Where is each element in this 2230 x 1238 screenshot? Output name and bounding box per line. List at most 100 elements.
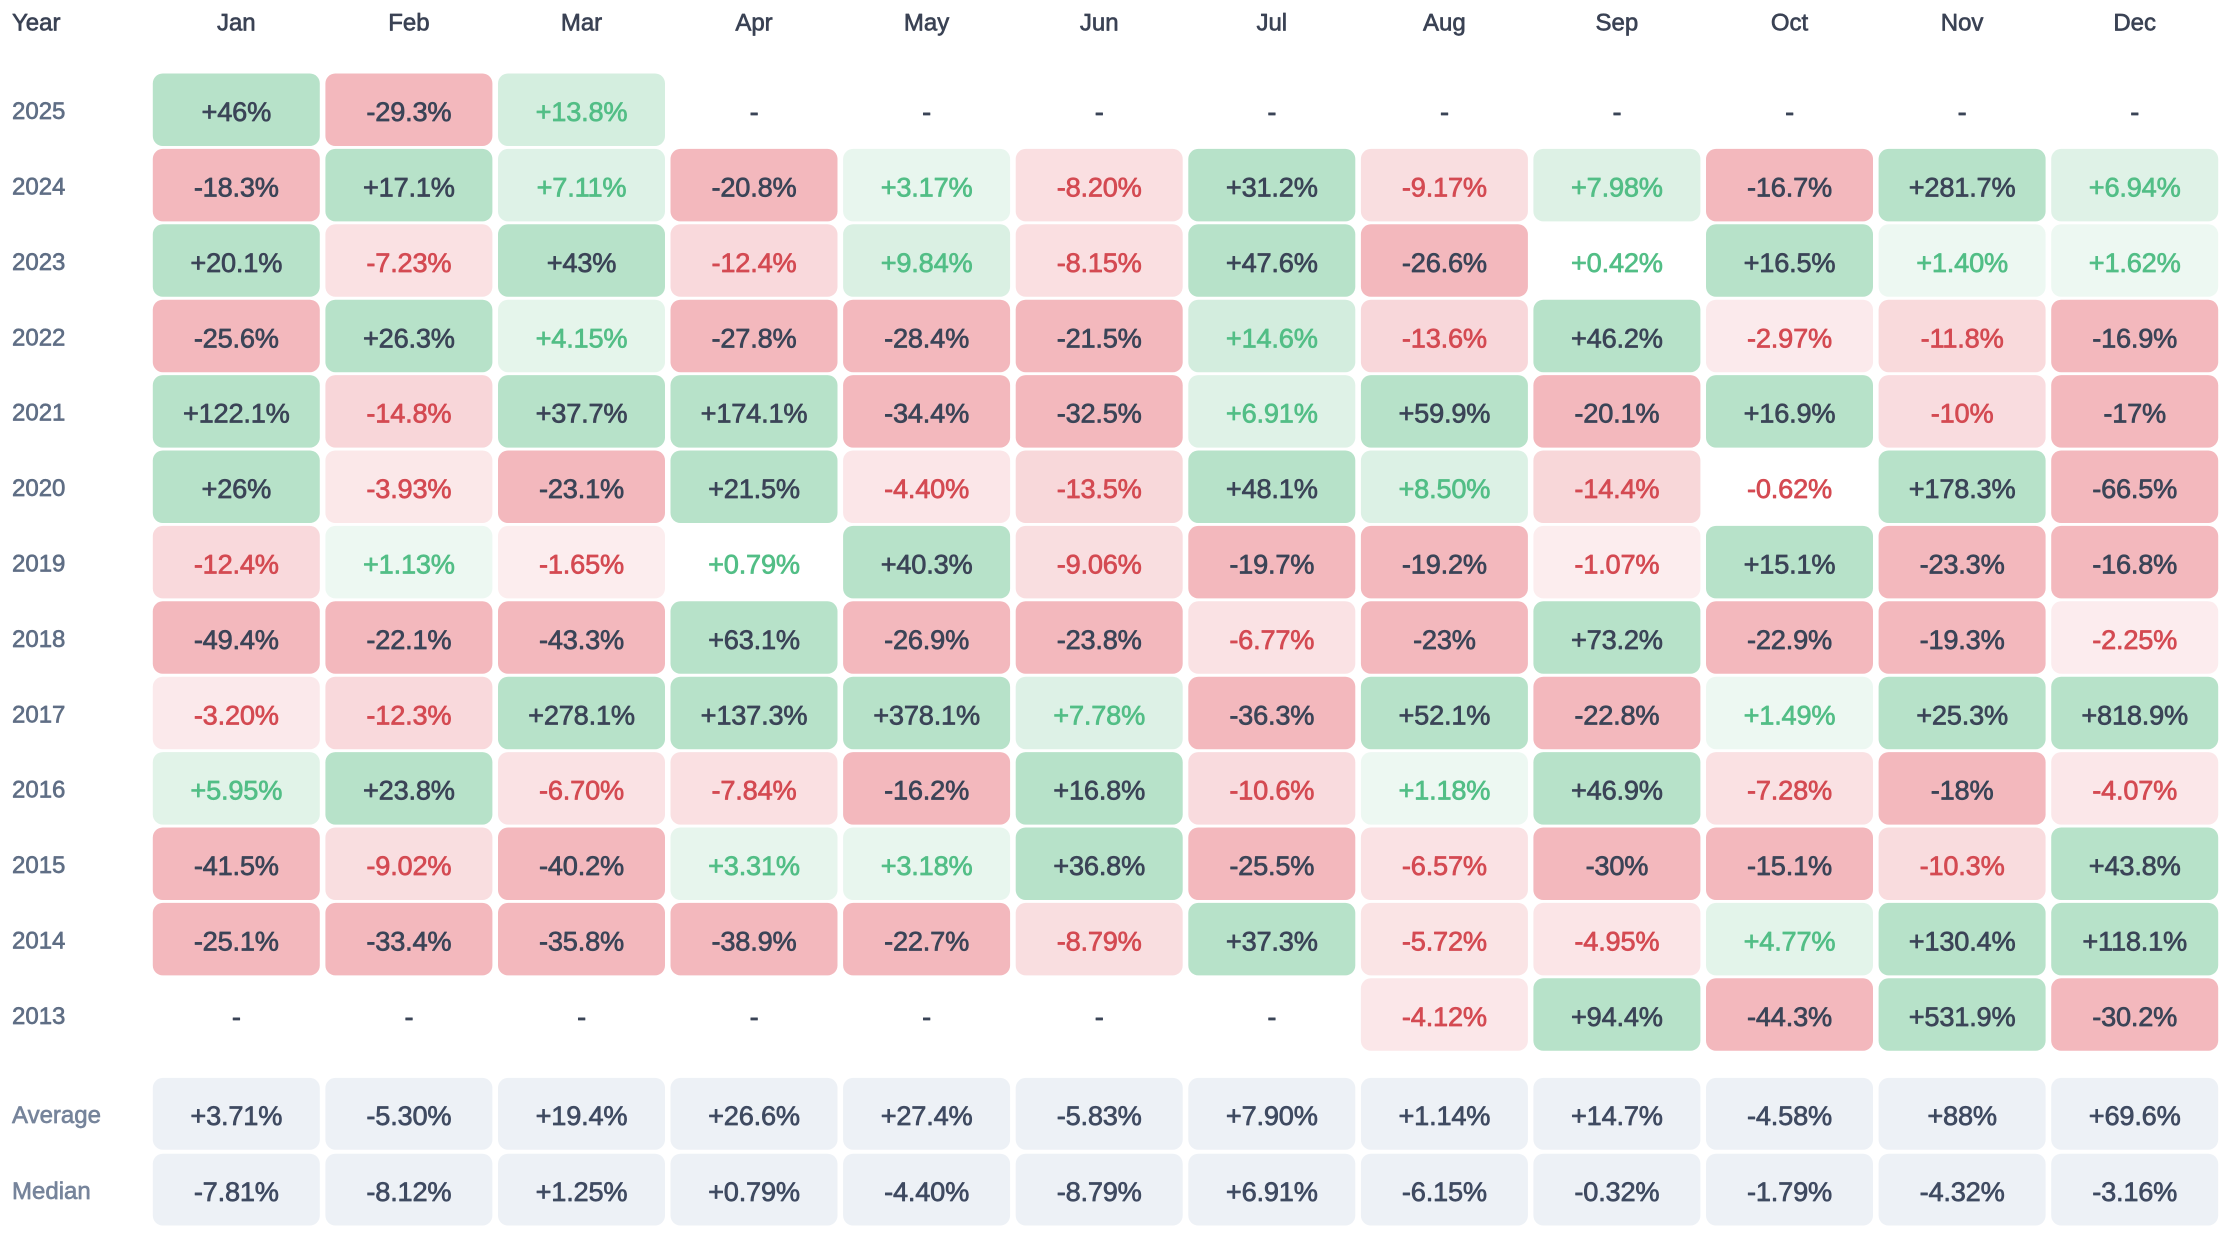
- svg-text:+31.2%: +31.2%: [1226, 172, 1318, 203]
- svg-text:-20.8%: -20.8%: [712, 172, 797, 203]
- svg-text:-6.15%: -6.15%: [1402, 1176, 1487, 1207]
- svg-text:+0.42%: +0.42%: [1571, 247, 1663, 278]
- svg-text:-4.07%: -4.07%: [2092, 775, 2177, 806]
- svg-text:+8.50%: +8.50%: [1399, 473, 1491, 504]
- svg-text:+46.2%: +46.2%: [1571, 322, 1663, 353]
- svg-text:-13.5%: -13.5%: [1057, 473, 1142, 504]
- svg-text:-14.8%: -14.8%: [366, 398, 451, 429]
- svg-text:-25.1%: -25.1%: [194, 926, 279, 957]
- svg-text:+7.90%: +7.90%: [1226, 1100, 1318, 1131]
- svg-text:-11.8%: -11.8%: [1921, 322, 2004, 353]
- svg-text:-66.5%: -66.5%: [2092, 473, 2177, 504]
- svg-text:-16.8%: -16.8%: [2092, 549, 2177, 580]
- svg-text:+25.3%: +25.3%: [1916, 699, 2008, 730]
- svg-text:-34.4%: -34.4%: [884, 398, 969, 429]
- svg-text:+378.1%: +378.1%: [873, 699, 980, 730]
- svg-text:+43%: +43%: [547, 247, 617, 278]
- svg-text:-3.93%: -3.93%: [366, 473, 451, 504]
- svg-text:+19.4%: +19.4%: [536, 1100, 628, 1131]
- svg-text:+26.6%: +26.6%: [708, 1100, 800, 1131]
- svg-text:+1.49%: +1.49%: [1744, 699, 1836, 730]
- svg-text:-8.15%: -8.15%: [1057, 247, 1142, 278]
- svg-text:-: -: [750, 1001, 759, 1032]
- svg-text:+37.3%: +37.3%: [1226, 926, 1318, 957]
- svg-text:-4.58%: -4.58%: [1747, 1100, 1832, 1131]
- svg-text:-2.25%: -2.25%: [2092, 624, 2177, 655]
- svg-text:+174.1%: +174.1%: [701, 398, 808, 429]
- svg-text:-19.7%: -19.7%: [1229, 549, 1314, 580]
- svg-text:+17.1%: +17.1%: [363, 172, 455, 203]
- svg-text:+3.71%: +3.71%: [190, 1100, 282, 1131]
- svg-text:+88%: +88%: [1927, 1100, 1997, 1131]
- svg-text:-6.57%: -6.57%: [1402, 850, 1487, 881]
- svg-text:-4.12%: -4.12%: [1402, 1001, 1487, 1032]
- svg-text:-44.3%: -44.3%: [1747, 1001, 1832, 1032]
- svg-text:-26.6%: -26.6%: [1402, 247, 1487, 278]
- svg-text:+5.95%: +5.95%: [190, 775, 282, 806]
- svg-text:Sep: Sep: [1596, 10, 1639, 37]
- svg-text:-1.65%: -1.65%: [539, 549, 624, 580]
- svg-text:-23.3%: -23.3%: [1920, 549, 2005, 580]
- svg-text:2015: 2015: [12, 852, 65, 879]
- svg-text:+3.18%: +3.18%: [881, 850, 973, 881]
- svg-text:-9.17%: -9.17%: [1402, 172, 1487, 203]
- svg-text:+7.78%: +7.78%: [1053, 699, 1145, 730]
- svg-text:+0.79%: +0.79%: [708, 549, 800, 580]
- svg-text:+27.4%: +27.4%: [881, 1100, 973, 1131]
- svg-text:-18.3%: -18.3%: [194, 172, 279, 203]
- svg-text:-: -: [1267, 96, 1276, 127]
- svg-text:-15.1%: -15.1%: [1747, 850, 1832, 881]
- svg-text:-17%: -17%: [2103, 398, 2166, 429]
- svg-text:-29.3%: -29.3%: [366, 96, 451, 127]
- svg-text:+52.1%: +52.1%: [1399, 699, 1491, 730]
- svg-text:-43.3%: -43.3%: [539, 624, 624, 655]
- svg-text:-23.8%: -23.8%: [1057, 624, 1142, 655]
- svg-text:-: -: [1612, 96, 1621, 127]
- svg-text:-: -: [232, 1001, 241, 1032]
- svg-text:+16.9%: +16.9%: [1744, 398, 1836, 429]
- svg-text:-32.5%: -32.5%: [1057, 398, 1142, 429]
- svg-text:-25.6%: -25.6%: [194, 322, 279, 353]
- svg-text:-: -: [1095, 96, 1104, 127]
- svg-text:-: -: [1440, 96, 1449, 127]
- svg-text:-22.7%: -22.7%: [884, 926, 969, 957]
- svg-text:-12.3%: -12.3%: [366, 699, 451, 730]
- svg-text:+36.8%: +36.8%: [1053, 850, 1145, 881]
- svg-text:-10.3%: -10.3%: [1920, 850, 2005, 881]
- svg-text:+137.3%: +137.3%: [701, 699, 808, 730]
- svg-text:-: -: [922, 1001, 931, 1032]
- svg-text:-28.4%: -28.4%: [884, 322, 969, 353]
- svg-text:Jul: Jul: [1256, 10, 1287, 37]
- svg-text:-7.81%: -7.81%: [194, 1176, 279, 1207]
- svg-text:-: -: [404, 1001, 413, 1032]
- svg-text:2021: 2021: [12, 400, 65, 427]
- svg-text:-38.9%: -38.9%: [712, 926, 797, 957]
- svg-text:-: -: [577, 1001, 586, 1032]
- svg-text:-19.3%: -19.3%: [1920, 624, 2005, 655]
- svg-text:+15.1%: +15.1%: [1744, 549, 1836, 580]
- svg-text:+46.9%: +46.9%: [1571, 775, 1663, 806]
- svg-text:-23%: -23%: [1413, 624, 1476, 655]
- svg-text:+4.15%: +4.15%: [536, 322, 628, 353]
- svg-text:-10.6%: -10.6%: [1229, 775, 1314, 806]
- svg-text:-1.07%: -1.07%: [1574, 549, 1659, 580]
- svg-text:-5.30%: -5.30%: [366, 1100, 451, 1131]
- svg-text:-13.6%: -13.6%: [1402, 322, 1487, 353]
- svg-text:-5.83%: -5.83%: [1057, 1100, 1142, 1131]
- svg-text:-0.32%: -0.32%: [1574, 1176, 1659, 1207]
- svg-text:-41.5%: -41.5%: [194, 850, 279, 881]
- svg-text:-7.84%: -7.84%: [712, 775, 797, 806]
- svg-text:+1.25%: +1.25%: [536, 1176, 628, 1207]
- svg-text:-19.2%: -19.2%: [1402, 549, 1487, 580]
- svg-text:+4.77%: +4.77%: [1744, 926, 1836, 957]
- svg-text:2025: 2025: [12, 98, 65, 125]
- svg-text:-: -: [1095, 1001, 1104, 1032]
- svg-text:-: -: [1267, 1001, 1276, 1032]
- svg-text:-30.2%: -30.2%: [2092, 1001, 2177, 1032]
- svg-text:Year: Year: [12, 10, 61, 37]
- svg-text:+3.31%: +3.31%: [708, 850, 800, 881]
- svg-text:+1.62%: +1.62%: [2089, 247, 2181, 278]
- svg-text:-14.4%: -14.4%: [1574, 473, 1659, 504]
- svg-text:-22.9%: -22.9%: [1747, 624, 1832, 655]
- svg-text:Oct: Oct: [1771, 10, 1809, 37]
